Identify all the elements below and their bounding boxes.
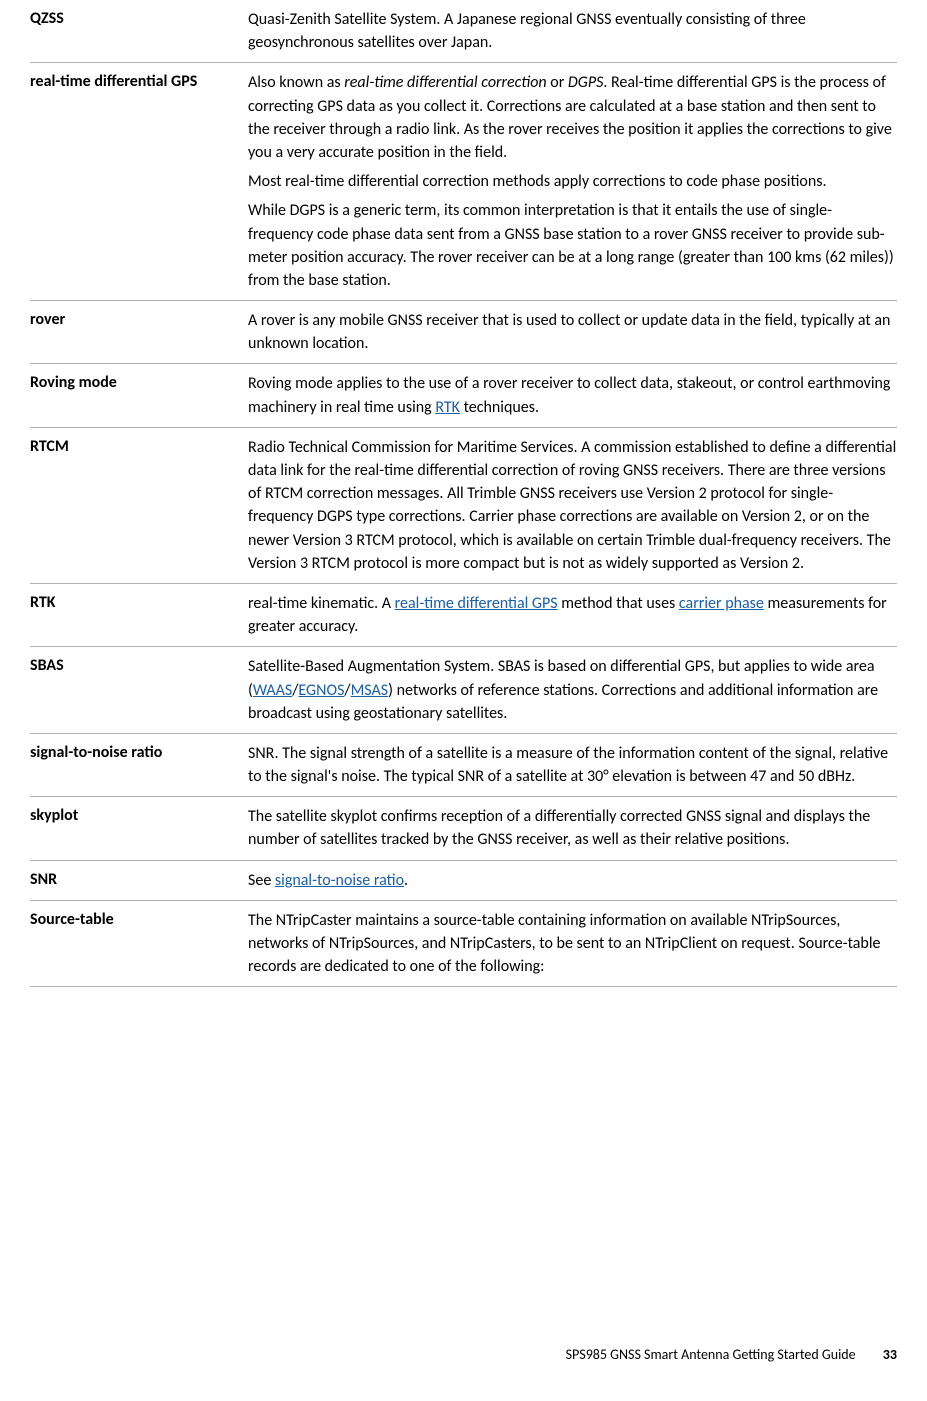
glossary-definition: SNR. The signal strength of a satellite … — [248, 733, 897, 796]
glossary-row: SNRSee signal-to-noise ratio. — [30, 860, 897, 900]
definition-paragraph: Most real-time differential correction m… — [248, 170, 897, 193]
glossary-link[interactable]: MSAS — [351, 681, 389, 700]
definition-paragraph: Quasi-Zenith Satellite System. A Japanes… — [248, 8, 897, 54]
glossary-term: skyplot — [30, 797, 248, 860]
definition-paragraph: While DGPS is a generic term, its common… — [248, 199, 897, 292]
glossary-link[interactable]: EGNOS — [298, 681, 344, 700]
definition-paragraph: The satellite skyplot confirms reception… — [248, 805, 897, 851]
glossary-row: skyplotThe satellite skyplot confirms re… — [30, 797, 897, 860]
glossary-term: Source-table — [30, 900, 248, 987]
glossary-link[interactable]: signal-to-noise ratio — [275, 871, 404, 890]
glossary-definition: See signal-to-noise ratio. — [248, 860, 897, 900]
glossary-row: real-time differential GPSAlso known as … — [30, 63, 897, 301]
glossary-definition: The satellite skyplot confirms reception… — [248, 797, 897, 860]
glossary-definition: Satellite-Based Augmentation System. SBA… — [248, 647, 897, 734]
glossary-row: roverA rover is any mobile GNSS receiver… — [30, 301, 897, 364]
glossary-term: rover — [30, 301, 248, 364]
glossary-table: QZSSQuasi-Zenith Satellite System. A Jap… — [30, 0, 897, 987]
definition-paragraph: The NTripCaster maintains a source-table… — [248, 909, 897, 979]
glossary-term: RTCM — [30, 427, 248, 583]
glossary-link[interactable]: carrier phase — [679, 594, 764, 613]
glossary-row: SBASSatellite-Based Augmentation System.… — [30, 647, 897, 734]
glossary-link[interactable]: WAAS — [253, 681, 292, 700]
definition-paragraph: real-time kinematic. A real-time differe… — [248, 592, 897, 638]
glossary-definition: Quasi-Zenith Satellite System. A Japanes… — [248, 0, 897, 63]
glossary-term: Roving mode — [30, 364, 248, 427]
glossary-row: RTKreal-time kinematic. A real-time diff… — [30, 583, 897, 646]
italic-text: real-time differential correction — [344, 73, 546, 92]
glossary-row: RTCMRadio Technical Commission for Marit… — [30, 427, 897, 583]
glossary-term: real-time differential GPS — [30, 63, 248, 301]
definition-paragraph: See signal-to-noise ratio. — [248, 869, 897, 892]
glossary-definition: Also known as real-time differential cor… — [248, 63, 897, 301]
definition-paragraph: SNR. The signal strength of a satellite … — [248, 742, 897, 788]
glossary-row: QZSSQuasi-Zenith Satellite System. A Jap… — [30, 0, 897, 63]
glossary-definition: Roving mode applies to the use of a rove… — [248, 364, 897, 427]
glossary-definition: A rover is any mobile GNSS receiver that… — [248, 301, 897, 364]
glossary-definition: real-time kinematic. A real-time differe… — [248, 583, 897, 646]
glossary-row: signal-to-noise ratioSNR. The signal str… — [30, 733, 897, 796]
definition-paragraph: Satellite-Based Augmentation System. SBA… — [248, 655, 897, 725]
glossary-link[interactable]: real-time differential GPS — [395, 594, 558, 613]
definition-paragraph: A rover is any mobile GNSS receiver that… — [248, 309, 897, 355]
glossary-term: signal-to-noise ratio — [30, 733, 248, 796]
footer-page-number: 33 — [883, 1346, 897, 1363]
glossary-link[interactable]: RTK — [435, 398, 460, 417]
glossary-row: Source-tableThe NTripCaster maintains a … — [30, 900, 897, 987]
glossary-term: SBAS — [30, 647, 248, 734]
glossary-definition: The NTripCaster maintains a source-table… — [248, 900, 897, 987]
glossary-term: SNR — [30, 860, 248, 900]
footer-doc-title: SPS985 GNSS Smart Antenna Getting Starte… — [566, 1346, 856, 1363]
definition-paragraph: Roving mode applies to the use of a rove… — [248, 372, 897, 418]
page-footer: SPS985 GNSS Smart Antenna Getting Starte… — [566, 1346, 897, 1363]
glossary-row: Roving modeRoving mode applies to the us… — [30, 364, 897, 427]
glossary-definition: Radio Technical Commission for Maritime … — [248, 427, 897, 583]
glossary-term: RTK — [30, 583, 248, 646]
italic-text: DGPS — [568, 73, 603, 92]
definition-paragraph: Also known as real-time differential cor… — [248, 71, 897, 164]
definition-paragraph: Radio Technical Commission for Maritime … — [248, 436, 897, 575]
glossary-term: QZSS — [30, 0, 248, 63]
